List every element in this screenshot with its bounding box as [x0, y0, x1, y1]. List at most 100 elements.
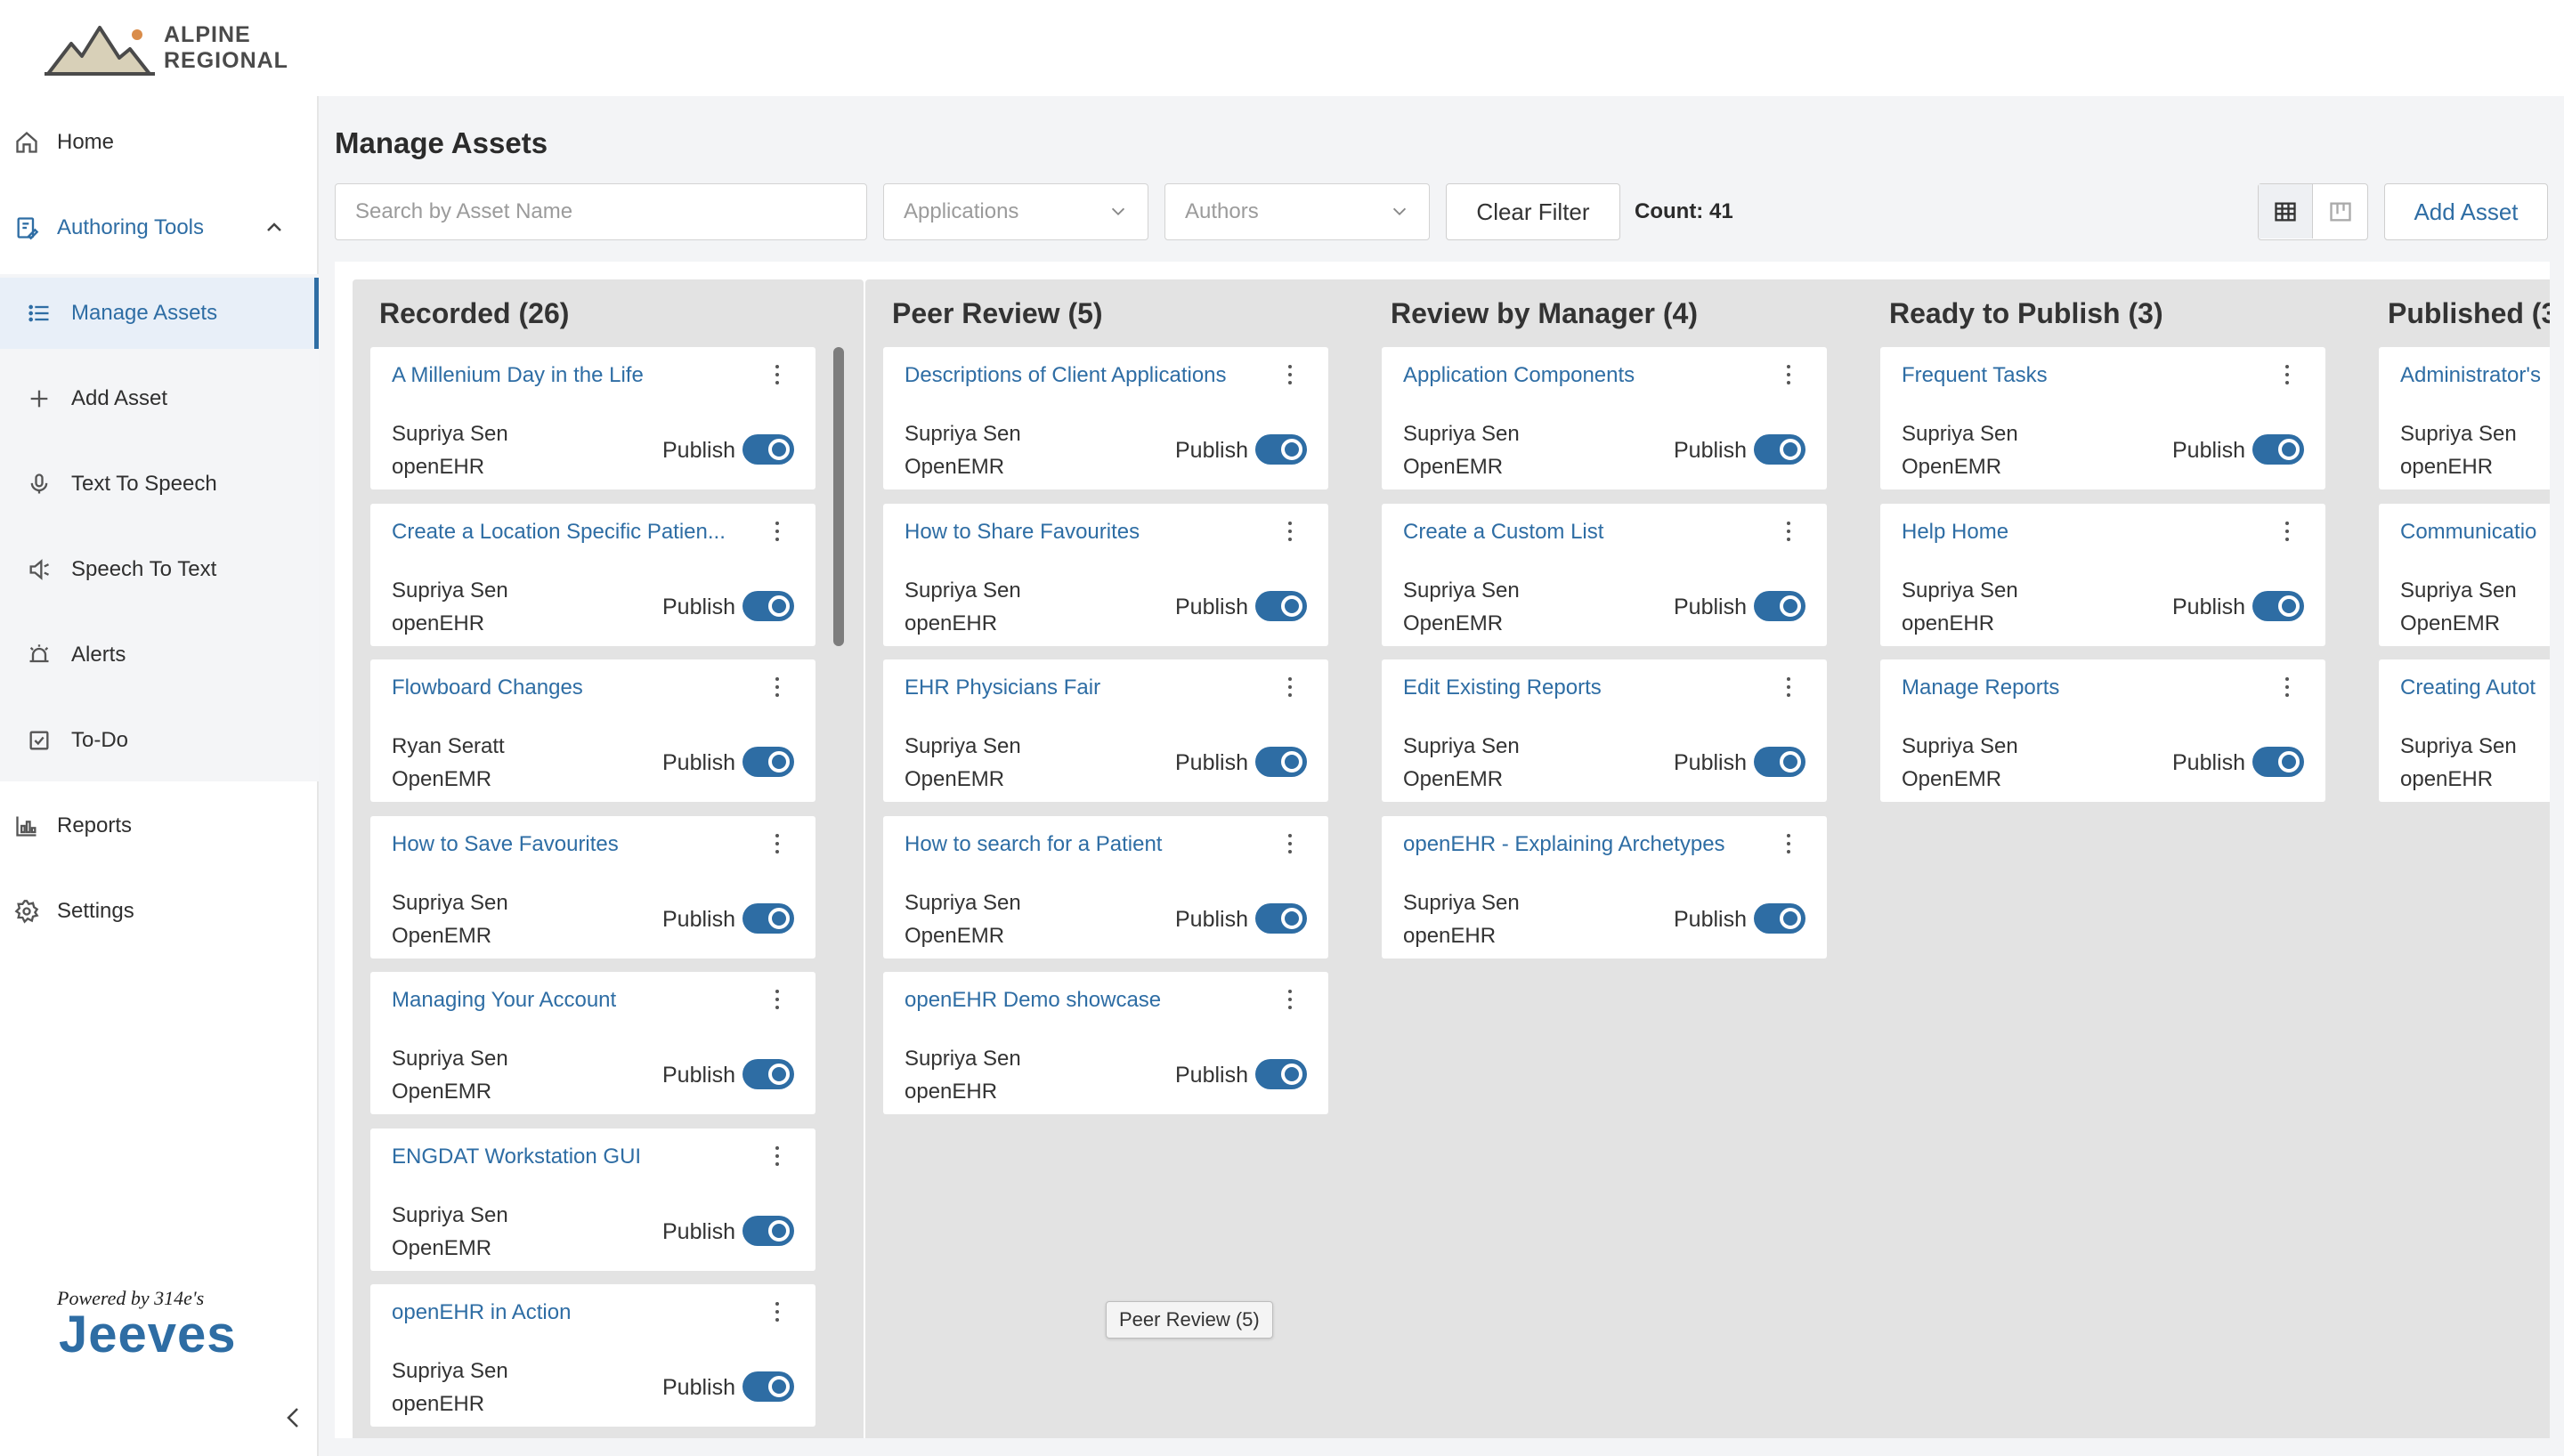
asset-card[interactable]: Create a Location Specific Patien... Supr… — [370, 503, 815, 646]
publish-toggle[interactable] — [1255, 902, 1307, 934]
asset-title-link[interactable]: Create a Custom List — [1403, 519, 1604, 544]
asset-title-link[interactable]: openEHR Demo showcase — [905, 988, 1162, 1012]
asset-card[interactable]: openEHR - Explaining Archetypes Supriya S… — [1382, 815, 1827, 959]
sidebar-item-add-asset[interactable]: Add Asset — [0, 363, 319, 434]
asset-title-link[interactable]: Frequent Tasks — [1902, 363, 2048, 387]
chevron-up-icon[interactable] — [264, 217, 285, 239]
asset-title-link[interactable]: ENGDAT Workstation GUI — [392, 1144, 642, 1169]
asset-title-link[interactable]: Managing Your Account — [392, 988, 617, 1012]
publish-toggle[interactable] — [742, 1371, 794, 1402]
kanban-view-button[interactable] — [2313, 184, 2367, 239]
sidebar-item-manage-assets[interactable]: Manage Assets — [0, 278, 319, 349]
more-options-icon[interactable] — [1784, 521, 1793, 545]
sidebar-item-to-do[interactable]: To-Do — [0, 705, 319, 776]
publish-toggle[interactable] — [742, 434, 794, 465]
asset-title-link[interactable]: EHR Physicians Fair — [905, 675, 1101, 700]
more-options-icon[interactable] — [773, 365, 782, 388]
asset-title-link[interactable]: Help Home — [1902, 519, 2009, 544]
asset-card[interactable]: Application Components Supriya Sen OpenEMR… — [1382, 347, 1827, 489]
asset-title-link[interactable]: A Millenium Day in the Life — [392, 363, 644, 387]
publish-toggle[interactable] — [742, 1059, 794, 1089]
more-options-icon[interactable] — [1286, 521, 1294, 545]
authors-dropdown[interactable]: Authors — [1164, 183, 1430, 240]
asset-card[interactable]: Flowboard Changes Ryan Seratt OpenEMR Publi… — [370, 659, 815, 802]
sidebar-item-speech-to-text[interactable]: Speech To Text — [0, 534, 319, 605]
asset-card[interactable]: openEHR Demo showcase Supriya Sen openEHR P… — [883, 972, 1328, 1114]
asset-title-link[interactable]: Manage Reports — [1902, 675, 2060, 700]
publish-toggle[interactable] — [1754, 747, 1805, 777]
more-options-icon[interactable] — [1784, 677, 1793, 700]
more-options-icon[interactable] — [2283, 677, 2292, 700]
more-options-icon[interactable] — [1286, 365, 1294, 388]
publish-toggle[interactable] — [2252, 747, 2304, 777]
asset-title-link[interactable]: Application Components — [1403, 363, 1635, 387]
publish-toggle[interactable] — [742, 747, 794, 777]
publish-toggle[interactable] — [1754, 590, 1805, 621]
more-options-icon[interactable] — [1784, 365, 1793, 388]
more-options-icon[interactable] — [773, 521, 782, 545]
publish-toggle[interactable] — [742, 902, 794, 934]
alpine-regional-logo[interactable]: ALPINE REGIONAL — [45, 12, 288, 84]
clear-filter-button[interactable]: Clear Filter — [1446, 183, 1620, 240]
asset-title-link[interactable]: Descriptions of Client Applications — [905, 363, 1227, 387]
asset-card[interactable]: Help Home Supriya Sen openEHR Publish — [1880, 503, 2325, 646]
sidebar-item-settings[interactable]: Settings — [0, 876, 319, 947]
publish-toggle[interactable] — [742, 1215, 794, 1246]
asset-card[interactable]: Managing Your Account Supriya Sen OpenEMR P… — [370, 972, 815, 1114]
publish-toggle[interactable] — [1754, 434, 1805, 465]
asset-title-link[interactable]: Create a Location Specific Patien... — [392, 519, 726, 544]
jeeves-logo[interactable]: Jeeves — [59, 1306, 237, 1363]
publish-toggle[interactable] — [2252, 434, 2304, 465]
more-options-icon[interactable] — [1286, 677, 1294, 700]
sidebar-item-home[interactable]: Home — [0, 107, 319, 178]
more-options-icon[interactable] — [2283, 365, 2292, 388]
asset-card[interactable]: openEHR in Action Supriya Sen openEHR Publi… — [370, 1284, 815, 1427]
asset-title-link[interactable]: Edit Existing Reports — [1403, 675, 1602, 700]
asset-card[interactable]: Create a Custom List Supriya Sen OpenEMR Pu… — [1382, 503, 1827, 646]
more-options-icon[interactable] — [773, 833, 782, 857]
asset-title-link[interactable]: Administrator's — [2400, 363, 2541, 387]
asset-title-link[interactable]: Creating Autot — [2400, 675, 2536, 700]
asset-title-link[interactable]: How to Share Favourites — [905, 519, 1140, 544]
more-options-icon[interactable] — [773, 1302, 782, 1325]
asset-title-link[interactable]: Communicatio — [2400, 519, 2537, 544]
publish-toggle[interactable] — [1255, 1059, 1307, 1089]
more-options-icon[interactable] — [1286, 833, 1294, 857]
asset-card[interactable]: A Millenium Day in the Life Supriya Sen op… — [370, 347, 815, 489]
table-view-button[interactable] — [2259, 184, 2314, 239]
asset-title-link[interactable]: How to Save Favourites — [392, 831, 619, 856]
search-input[interactable] — [335, 183, 867, 240]
applications-dropdown[interactable]: Applications — [883, 183, 1148, 240]
more-options-icon[interactable] — [773, 990, 782, 1013]
publish-toggle[interactable] — [1754, 902, 1805, 934]
more-options-icon[interactable] — [773, 677, 782, 700]
sidebar-item-alerts[interactable]: Alerts — [0, 619, 319, 691]
publish-toggle[interactable] — [1255, 434, 1307, 465]
asset-card[interactable]: How to Save Favourites Supriya Sen OpenEMR… — [370, 815, 815, 959]
more-options-icon[interactable] — [1784, 833, 1793, 857]
publish-toggle[interactable] — [2252, 590, 2304, 621]
sidebar-item-reports[interactable]: Reports — [0, 790, 319, 861]
asset-title-link[interactable]: openEHR in Action — [392, 1300, 572, 1324]
asset-title-link[interactable]: openEHR - Explaining Archetypes — [1403, 831, 1725, 856]
asset-title-link[interactable]: Flowboard Changes — [392, 675, 583, 700]
asset-card[interactable]: Edit Existing Reports Supriya Sen OpenEMR P… — [1382, 659, 1827, 802]
publish-toggle[interactable] — [742, 590, 794, 621]
asset-card[interactable]: Manage Reports Supriya Sen OpenEMR Publish — [1880, 659, 2325, 802]
more-options-icon[interactable] — [2283, 521, 2292, 545]
asset-card[interactable]: Descriptions of Client Applications Supri… — [883, 347, 1328, 489]
asset-card[interactable]: How to Share Favourites Supriya Sen openEH… — [883, 503, 1328, 646]
asset-card[interactable]: Frequent Tasks Supriya Sen OpenEMR Publish — [1880, 347, 2325, 489]
sidebar-item-text-to-speech[interactable]: Text To Speech — [0, 449, 319, 520]
collapse-sidebar-button[interactable] — [281, 1404, 304, 1431]
column-scrollbar[interactable] — [833, 347, 844, 646]
sidebar-item-authoring-tools[interactable]: Authoring Tools — [0, 192, 319, 263]
asset-card[interactable]: How to search for a Patient Supriya Sen Op… — [883, 815, 1328, 959]
publish-toggle[interactable] — [1255, 590, 1307, 621]
publish-toggle[interactable] — [1255, 747, 1307, 777]
more-options-icon[interactable] — [773, 1145, 782, 1169]
asset-title-link[interactable]: How to search for a Patient — [905, 831, 1163, 856]
